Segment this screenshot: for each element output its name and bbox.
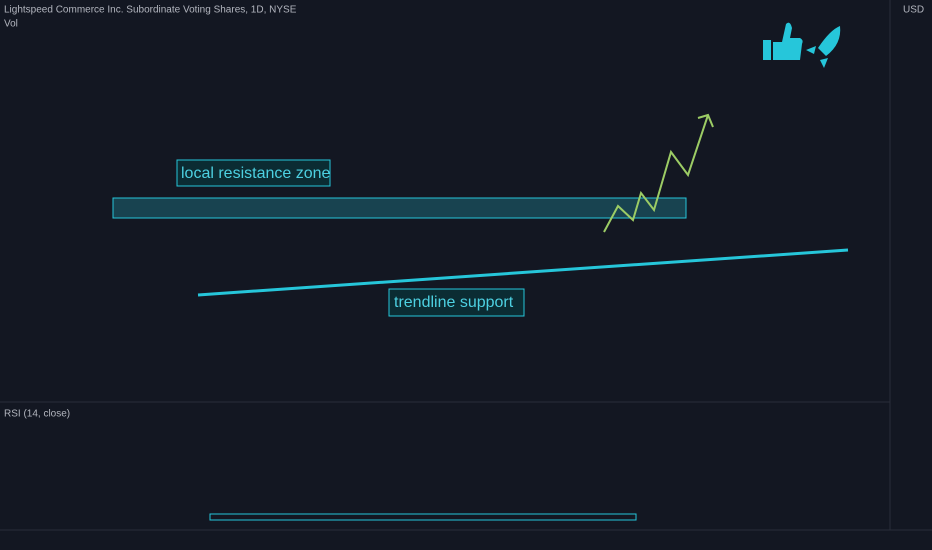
projection-path bbox=[603, 114, 709, 233]
currency-label: USD bbox=[903, 5, 924, 16]
trendline bbox=[197, 248, 849, 297]
rocket-icon bbox=[806, 26, 841, 68]
volume-label: Vol bbox=[4, 19, 18, 30]
support-label: trendline support bbox=[394, 294, 514, 311]
thumbs-up-icon bbox=[763, 22, 803, 61]
resistance-zone bbox=[112, 197, 687, 219]
rsi-support-box bbox=[209, 513, 637, 521]
support-label-box bbox=[388, 288, 525, 317]
projection-arrowhead bbox=[697, 113, 714, 128]
header-title: Lightspeed Commerce Inc. Subordinate Vot… bbox=[4, 5, 297, 16]
rsi-title: RSI (14, close) bbox=[4, 409, 70, 420]
resistance-label-box bbox=[176, 159, 331, 187]
resistance-label: local resistance zone bbox=[181, 165, 331, 182]
